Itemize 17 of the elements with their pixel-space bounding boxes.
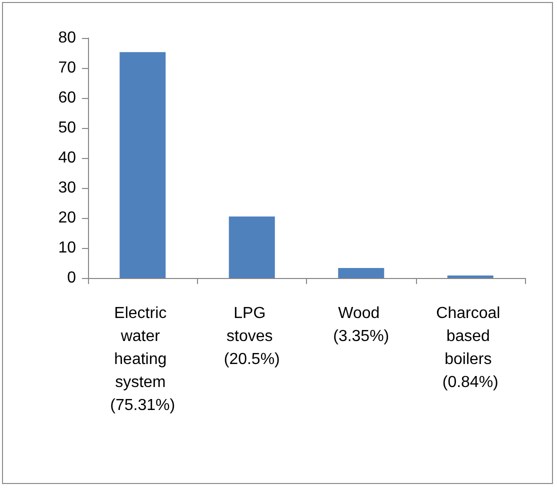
y-tick-label: 70 (58, 60, 76, 76)
y-tick-label: 30 (58, 180, 76, 196)
bar (228, 216, 275, 278)
x-tick-label: Charcoal based boilers (0.84%) (436, 305, 505, 391)
bar (338, 268, 384, 278)
y-tick-label: 40 (58, 150, 76, 166)
y-tick-label: 0 (67, 270, 76, 286)
y-tick-label: 80 (58, 30, 76, 46)
bar (447, 275, 494, 278)
x-tick-label: LPG stoves (20.5%) (224, 305, 280, 368)
y-tick-label: 10 (58, 240, 76, 256)
y-tick-label: 20 (58, 210, 76, 226)
y-tick-label: 60 (58, 90, 76, 106)
x-tick-label: Wood (3.35%) (333, 305, 390, 345)
x-tick-label: Electric water heating system (75.31%) (110, 305, 176, 414)
bar (120, 52, 166, 278)
y-tick-label: 50 (58, 120, 76, 136)
